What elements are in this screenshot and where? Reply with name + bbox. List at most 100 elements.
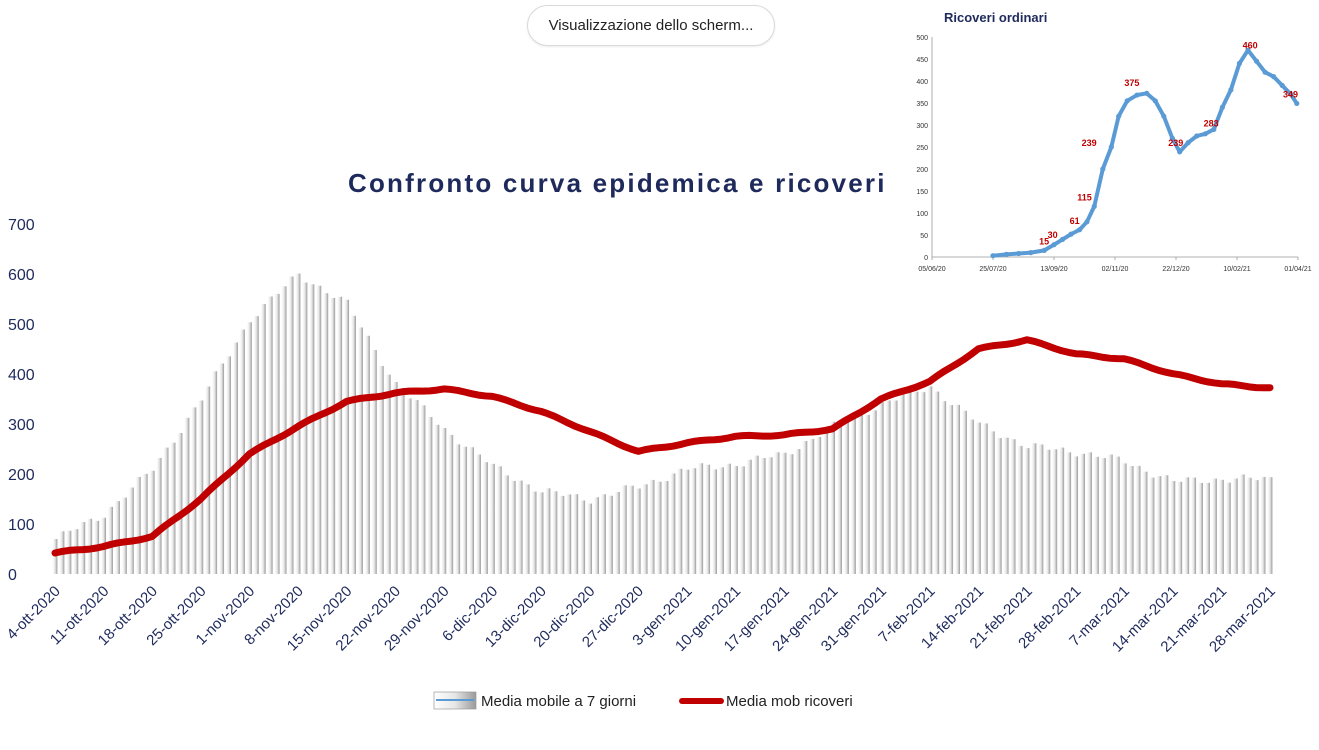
bar-series xyxy=(52,273,1273,574)
inset-axes: 0 50 100 150 200 250 300 350 400 450 500 05/06/20 25… xyxy=(916,35,1311,273)
bar xyxy=(857,413,863,574)
inset-point xyxy=(1245,47,1251,53)
inset-point xyxy=(1279,82,1285,88)
bar xyxy=(219,363,225,574)
bar xyxy=(170,442,176,574)
bar xyxy=(260,304,266,574)
inset-point xyxy=(1108,144,1114,150)
bar xyxy=(330,297,336,574)
inset-line xyxy=(991,48,1299,258)
bar xyxy=(406,398,412,574)
inset-y-tick-label: 300 xyxy=(916,123,928,130)
inset-point xyxy=(1288,91,1294,97)
bar xyxy=(476,454,481,574)
bar xyxy=(503,475,509,574)
bar xyxy=(948,405,954,574)
bar xyxy=(753,455,759,574)
inset-point xyxy=(990,253,996,259)
bar xyxy=(496,466,502,574)
inset-point xyxy=(1028,250,1034,256)
inset-annotation: 283 xyxy=(1204,119,1219,129)
bar xyxy=(621,485,627,574)
inset-chart-title: Ricoveri ordinari xyxy=(944,10,1047,25)
bar xyxy=(246,322,252,574)
bar xyxy=(698,463,704,574)
bar xyxy=(934,391,940,574)
bar xyxy=(767,457,773,574)
bar xyxy=(1232,478,1238,574)
bar xyxy=(1205,482,1210,574)
inset-point xyxy=(1068,231,1074,237)
bar xyxy=(649,479,655,574)
bar xyxy=(392,382,398,574)
bar xyxy=(781,452,787,574)
bar xyxy=(344,299,350,574)
inset-point xyxy=(1271,74,1277,80)
bar xyxy=(552,491,558,574)
bar xyxy=(358,327,363,574)
bar xyxy=(663,481,669,574)
bar xyxy=(122,497,127,574)
bar xyxy=(566,494,572,574)
bar xyxy=(1087,452,1092,574)
bar xyxy=(982,423,988,574)
inset-annotation: 61 xyxy=(1070,216,1080,226)
bar xyxy=(288,276,294,574)
bar xyxy=(802,441,808,574)
inset-x-tick-label: 02/11/20 xyxy=(1102,266,1129,273)
y-tick-label: 300 xyxy=(8,417,35,434)
screen-share-button[interactable]: Visualizzazione dello scherm... xyxy=(527,5,775,46)
bar xyxy=(420,405,426,574)
inset-point xyxy=(1262,69,1268,75)
y-tick-label: 100 xyxy=(8,517,35,534)
inset-point xyxy=(1041,247,1047,253)
bar xyxy=(1267,477,1273,574)
bar xyxy=(1156,476,1162,574)
bar xyxy=(927,386,933,574)
bar xyxy=(1177,481,1183,574)
bar xyxy=(281,286,287,574)
bar xyxy=(108,506,113,574)
bar xyxy=(677,468,683,574)
inset-point xyxy=(1228,87,1234,93)
bar xyxy=(233,342,238,574)
inset-point xyxy=(1253,58,1260,64)
bar xyxy=(1038,444,1044,574)
bar xyxy=(726,463,731,574)
bar xyxy=(739,466,745,574)
bar xyxy=(823,428,829,574)
bar xyxy=(253,316,259,574)
bar xyxy=(274,293,280,574)
bar xyxy=(365,335,370,574)
chart-title: Confronto curva epidemica e ricoveri xyxy=(348,168,887,198)
bar xyxy=(1128,466,1134,574)
bar xyxy=(309,284,315,574)
bar xyxy=(1052,449,1058,574)
bar xyxy=(962,410,967,574)
inset-annotation: 349 xyxy=(1283,89,1298,99)
bar xyxy=(448,434,454,574)
bar xyxy=(351,315,356,574)
inset-annotation: 375 xyxy=(1124,78,1139,88)
bar xyxy=(830,421,836,574)
bar xyxy=(441,427,447,574)
bar xyxy=(587,503,593,574)
bar xyxy=(1225,482,1231,574)
inset-x-tick-label: 05/06/20 xyxy=(918,266,945,273)
bar xyxy=(323,293,329,574)
bar xyxy=(844,421,849,574)
bar xyxy=(996,438,1002,574)
bar xyxy=(656,481,662,574)
ricoveri-line xyxy=(51,336,1274,557)
bar xyxy=(941,401,947,574)
bar xyxy=(1212,478,1217,574)
bar xyxy=(142,473,148,574)
inset-x-tick-label: 13/09/20 xyxy=(1040,266,1067,273)
bar xyxy=(885,400,891,574)
inset-y-tick-label: 50 xyxy=(920,233,928,240)
bar xyxy=(510,480,516,574)
bar xyxy=(455,444,461,574)
bar xyxy=(517,480,523,574)
legend: Media mobile a 7 giorni Media mob ricove… xyxy=(433,691,853,710)
